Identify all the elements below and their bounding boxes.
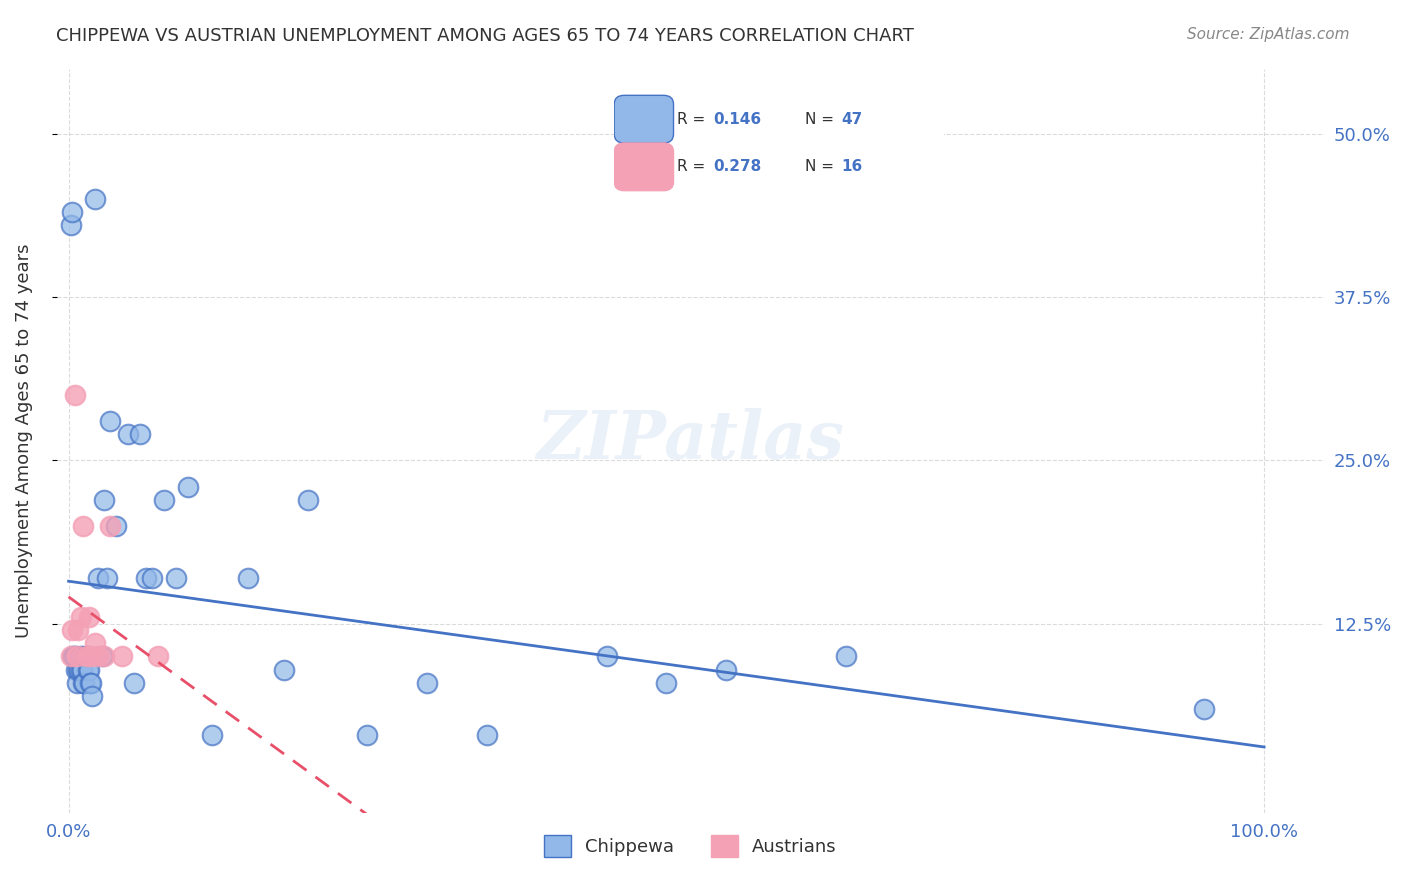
Point	[62, 649, 84, 664]
Point	[67, 663, 90, 677]
Point	[67, 663, 90, 677]
Point	[66, 649, 89, 664]
Point	[100, 518, 122, 533]
Point	[75, 649, 97, 664]
Point	[69, 663, 91, 677]
Point	[655, 675, 678, 690]
Point	[153, 492, 176, 507]
Point	[69, 649, 91, 664]
Point	[273, 663, 295, 677]
Point	[111, 649, 134, 664]
Point	[124, 675, 146, 690]
Point	[595, 649, 617, 664]
Point	[66, 675, 89, 690]
Point	[105, 518, 128, 533]
Point	[117, 427, 139, 442]
Point	[63, 649, 86, 664]
Point	[141, 571, 163, 585]
Point	[834, 649, 856, 664]
Point	[70, 663, 93, 677]
Point	[73, 675, 96, 690]
Y-axis label: Unemployment Among Ages 65 to 74 years: Unemployment Among Ages 65 to 74 years	[15, 244, 32, 638]
Point	[165, 571, 187, 585]
Point	[79, 675, 101, 690]
Point	[297, 492, 319, 507]
Point	[83, 192, 105, 206]
Point	[93, 492, 115, 507]
Point	[236, 571, 259, 585]
Point	[201, 728, 224, 742]
Point	[93, 649, 115, 664]
Point	[148, 649, 170, 664]
Point	[87, 571, 110, 585]
Point	[59, 649, 82, 664]
Point	[76, 649, 98, 664]
Point	[82, 689, 104, 703]
Point	[87, 649, 110, 664]
Point	[72, 518, 94, 533]
Point	[80, 675, 103, 690]
Text: Source: ZipAtlas.com: Source: ZipAtlas.com	[1187, 27, 1350, 42]
Point	[356, 728, 378, 742]
Point	[67, 624, 90, 638]
Point	[714, 663, 737, 677]
Point	[129, 427, 152, 442]
Point	[60, 624, 83, 638]
Point	[76, 649, 98, 664]
Point	[100, 414, 122, 428]
Point	[416, 675, 439, 690]
Point	[77, 663, 100, 677]
Point	[177, 480, 200, 494]
Point	[65, 663, 87, 677]
Text: CHIPPEWA VS AUSTRIAN UNEMPLOYMENT AMONG AGES 65 TO 74 YEARS CORRELATION CHART: CHIPPEWA VS AUSTRIAN UNEMPLOYMENT AMONG …	[56, 27, 914, 45]
Legend: Chippewa, Austrians: Chippewa, Austrians	[537, 827, 844, 863]
Point	[60, 205, 83, 219]
Point	[91, 649, 114, 664]
Point	[72, 675, 94, 690]
Point	[59, 219, 82, 233]
Point	[77, 610, 100, 624]
Point	[80, 649, 103, 664]
Text: ZIPatlas: ZIPatlas	[536, 409, 844, 474]
Point	[69, 610, 91, 624]
Point	[83, 636, 105, 650]
Point	[475, 728, 498, 742]
Point	[76, 663, 98, 677]
Point	[1194, 702, 1216, 716]
Point	[63, 388, 86, 402]
Point	[96, 571, 118, 585]
Point	[135, 571, 157, 585]
